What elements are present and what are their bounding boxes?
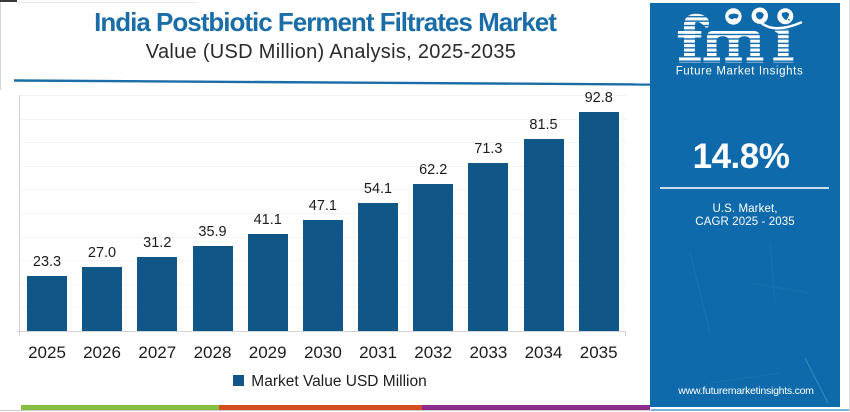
svg-text:Future Market Insights: Future Market Insights: [676, 66, 804, 78]
